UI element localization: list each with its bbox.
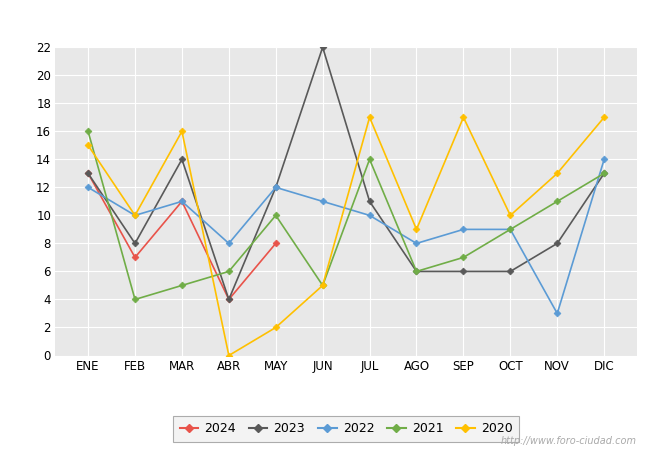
Text: Matriculaciones de Vehiculos en Almenara: Matriculaciones de Vehiculos en Almenara xyxy=(155,14,495,29)
Legend: 2024, 2023, 2022, 2021, 2020: 2024, 2023, 2022, 2021, 2020 xyxy=(174,416,519,442)
Text: http://www.foro-ciudad.com: http://www.foro-ciudad.com xyxy=(501,436,637,446)
